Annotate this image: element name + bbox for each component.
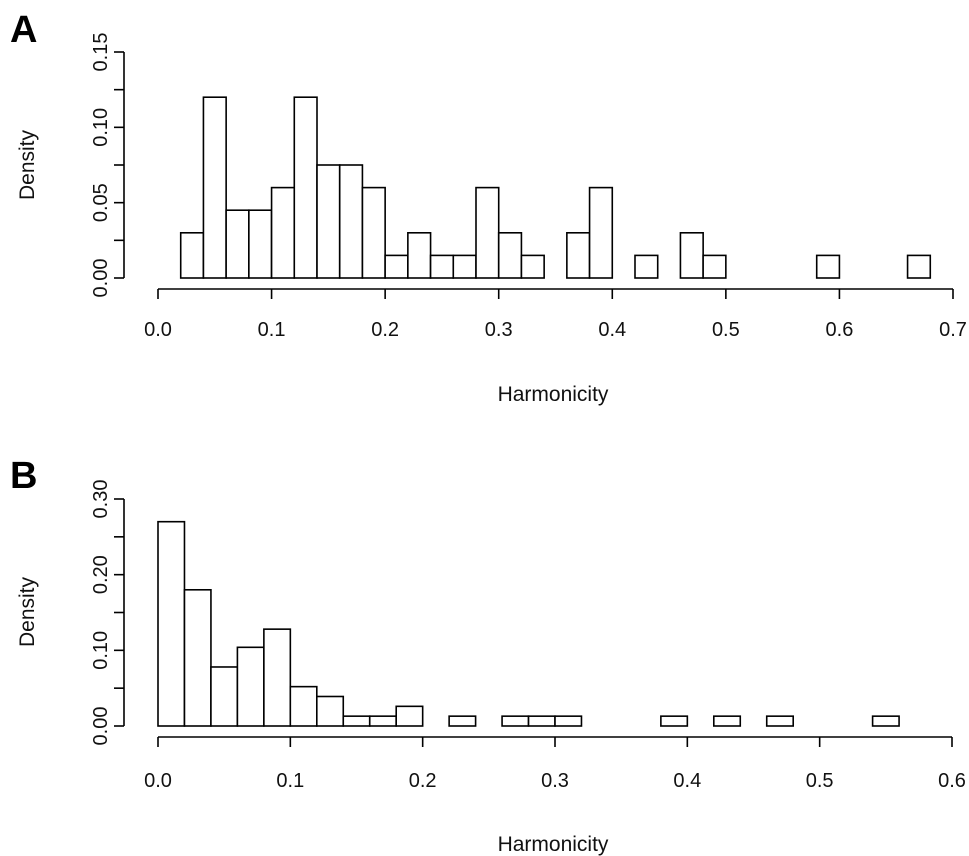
histogram-bar-a-4 — [270, 186, 296, 279]
histogram-bar-a-0 — [179, 232, 205, 279]
histogram-bar-a-11 — [429, 254, 455, 279]
panel-letter-a: A — [10, 9, 37, 51]
histogram-bar-b-3 — [236, 646, 265, 727]
x-tick-label-a-7: 0.7 — [939, 319, 967, 341]
histogram-bar-b-19 — [660, 715, 689, 727]
x-tick-label-b-1: 0.1 — [276, 770, 304, 792]
histogram-bar-b-23 — [765, 715, 794, 727]
histogram-bars-b — [157, 520, 900, 727]
histogram-bar-b-27 — [871, 715, 900, 727]
histogram-bar-b-4 — [263, 628, 292, 727]
x-tick-label-b-5: 0.5 — [806, 770, 834, 792]
histogram-bar-a-20 — [634, 254, 659, 279]
x-tick-label-a-4: 0.4 — [598, 319, 626, 341]
histogram-bar-b-6 — [315, 695, 345, 727]
histogram-bar-a-12 — [452, 254, 477, 279]
histogram-bar-a-5 — [293, 96, 318, 279]
histogram-bar-a-14 — [497, 232, 523, 279]
y-axis-a: 0.00 0.05 0.10 0.15 — [90, 33, 125, 298]
histogram-bar-a-13 — [475, 186, 500, 279]
histogram-bar-a-32 — [906, 254, 932, 279]
y-axis-b: 0.00 0.10 0.20 0.30 — [90, 480, 125, 746]
panel-letter-b: B — [10, 455, 37, 497]
histogram-bar-b-9 — [395, 705, 424, 727]
histogram-bar-a-6 — [316, 164, 341, 279]
histogram-bar-a-22 — [679, 232, 704, 279]
histogram-bar-b-7 — [342, 715, 371, 727]
histogram-bar-b-21 — [712, 715, 742, 727]
histogram-bar-b-8 — [368, 715, 398, 727]
y-axis-label-b: Density — [16, 576, 39, 647]
x-tick-label-a-6: 0.6 — [826, 319, 854, 341]
x-tick-label-a-2: 0.2 — [371, 319, 399, 341]
x-axis-label-b: Harmonicity — [498, 833, 609, 856]
x-axis-b: 0.0 0.1 0.2 0.3 0.4 0.5 0.6 — [144, 736, 966, 792]
y-axis-label-a: Density — [16, 129, 39, 200]
x-tick-label-b-3: 0.3 — [541, 770, 569, 792]
histogram-bar-a-9 — [384, 254, 409, 279]
histogram-bar-b-0 — [157, 520, 186, 727]
y-tick-label-b-3: 0.30 — [90, 480, 112, 519]
histogram-bar-b-15 — [554, 715, 583, 727]
histogram-bar-b-13 — [501, 715, 530, 727]
histogram-bar-a-18 — [588, 186, 614, 279]
histogram-bar-b-11 — [448, 715, 477, 727]
histogram-bar-a-15 — [520, 254, 545, 279]
histogram-bar-a-2 — [225, 209, 250, 279]
x-axis-label-a: Harmonicity — [498, 383, 609, 406]
histogram-bar-b-1 — [183, 588, 212, 727]
y-tick-label-b-2: 0.20 — [90, 555, 112, 594]
histogram-bar-a-23 — [702, 254, 727, 279]
histogram-panel-b: B 0.0 0.1 0.2 0.3 0.4 0.5 0.6 0.00 0.10 0.20 0.30… — [10, 455, 966, 856]
x-tick-label-b-0: 0.0 — [144, 770, 172, 792]
histogram-bar-b-2 — [210, 666, 239, 727]
x-axis-a: 0.0 0.1 0.2 0.3 0.4 0.5 0.6 0.7 — [144, 288, 967, 341]
histogram-bar-a-1 — [202, 96, 227, 279]
x-tick-label-b-4: 0.4 — [673, 770, 701, 792]
x-tick-label-a-5: 0.5 — [712, 319, 740, 341]
histogram-bar-a-8 — [361, 186, 386, 279]
y-tick-label-b-1: 0.10 — [90, 631, 112, 670]
histogram-bar-a-3 — [248, 209, 273, 279]
y-tick-label-a-0: 0.00 — [90, 259, 112, 298]
y-tick-label-a-2: 0.10 — [90, 108, 112, 147]
x-tick-label-a-3: 0.3 — [485, 319, 513, 341]
y-tick-label-a-1: 0.05 — [90, 183, 112, 222]
histogram-bars-a — [179, 96, 932, 279]
histogram-bar-a-7 — [338, 164, 364, 279]
histogram-bar-a-10 — [407, 232, 432, 279]
histogram-panel-a: A 0.0 0.1 0.2 0.3 0.4 0.5 0.6 0.7 0.000.050.100… — [10, 9, 967, 406]
y-tick-label-b-0: 0.00 — [90, 707, 112, 746]
x-tick-label-a-1: 0.1 — [258, 319, 286, 341]
histogram-bar-a-28 — [815, 254, 841, 279]
x-tick-label-b-2: 0.2 — [409, 770, 437, 792]
histogram-bar-a-17 — [566, 232, 591, 279]
x-tick-label-a-0: 0.0 — [144, 319, 172, 341]
x-tick-label-b-6: 0.6 — [938, 770, 966, 792]
histogram-bar-b-5 — [289, 685, 318, 727]
y-tick-label-a-3: 0.15 — [90, 33, 112, 72]
histogram-bar-b-14 — [527, 715, 556, 727]
